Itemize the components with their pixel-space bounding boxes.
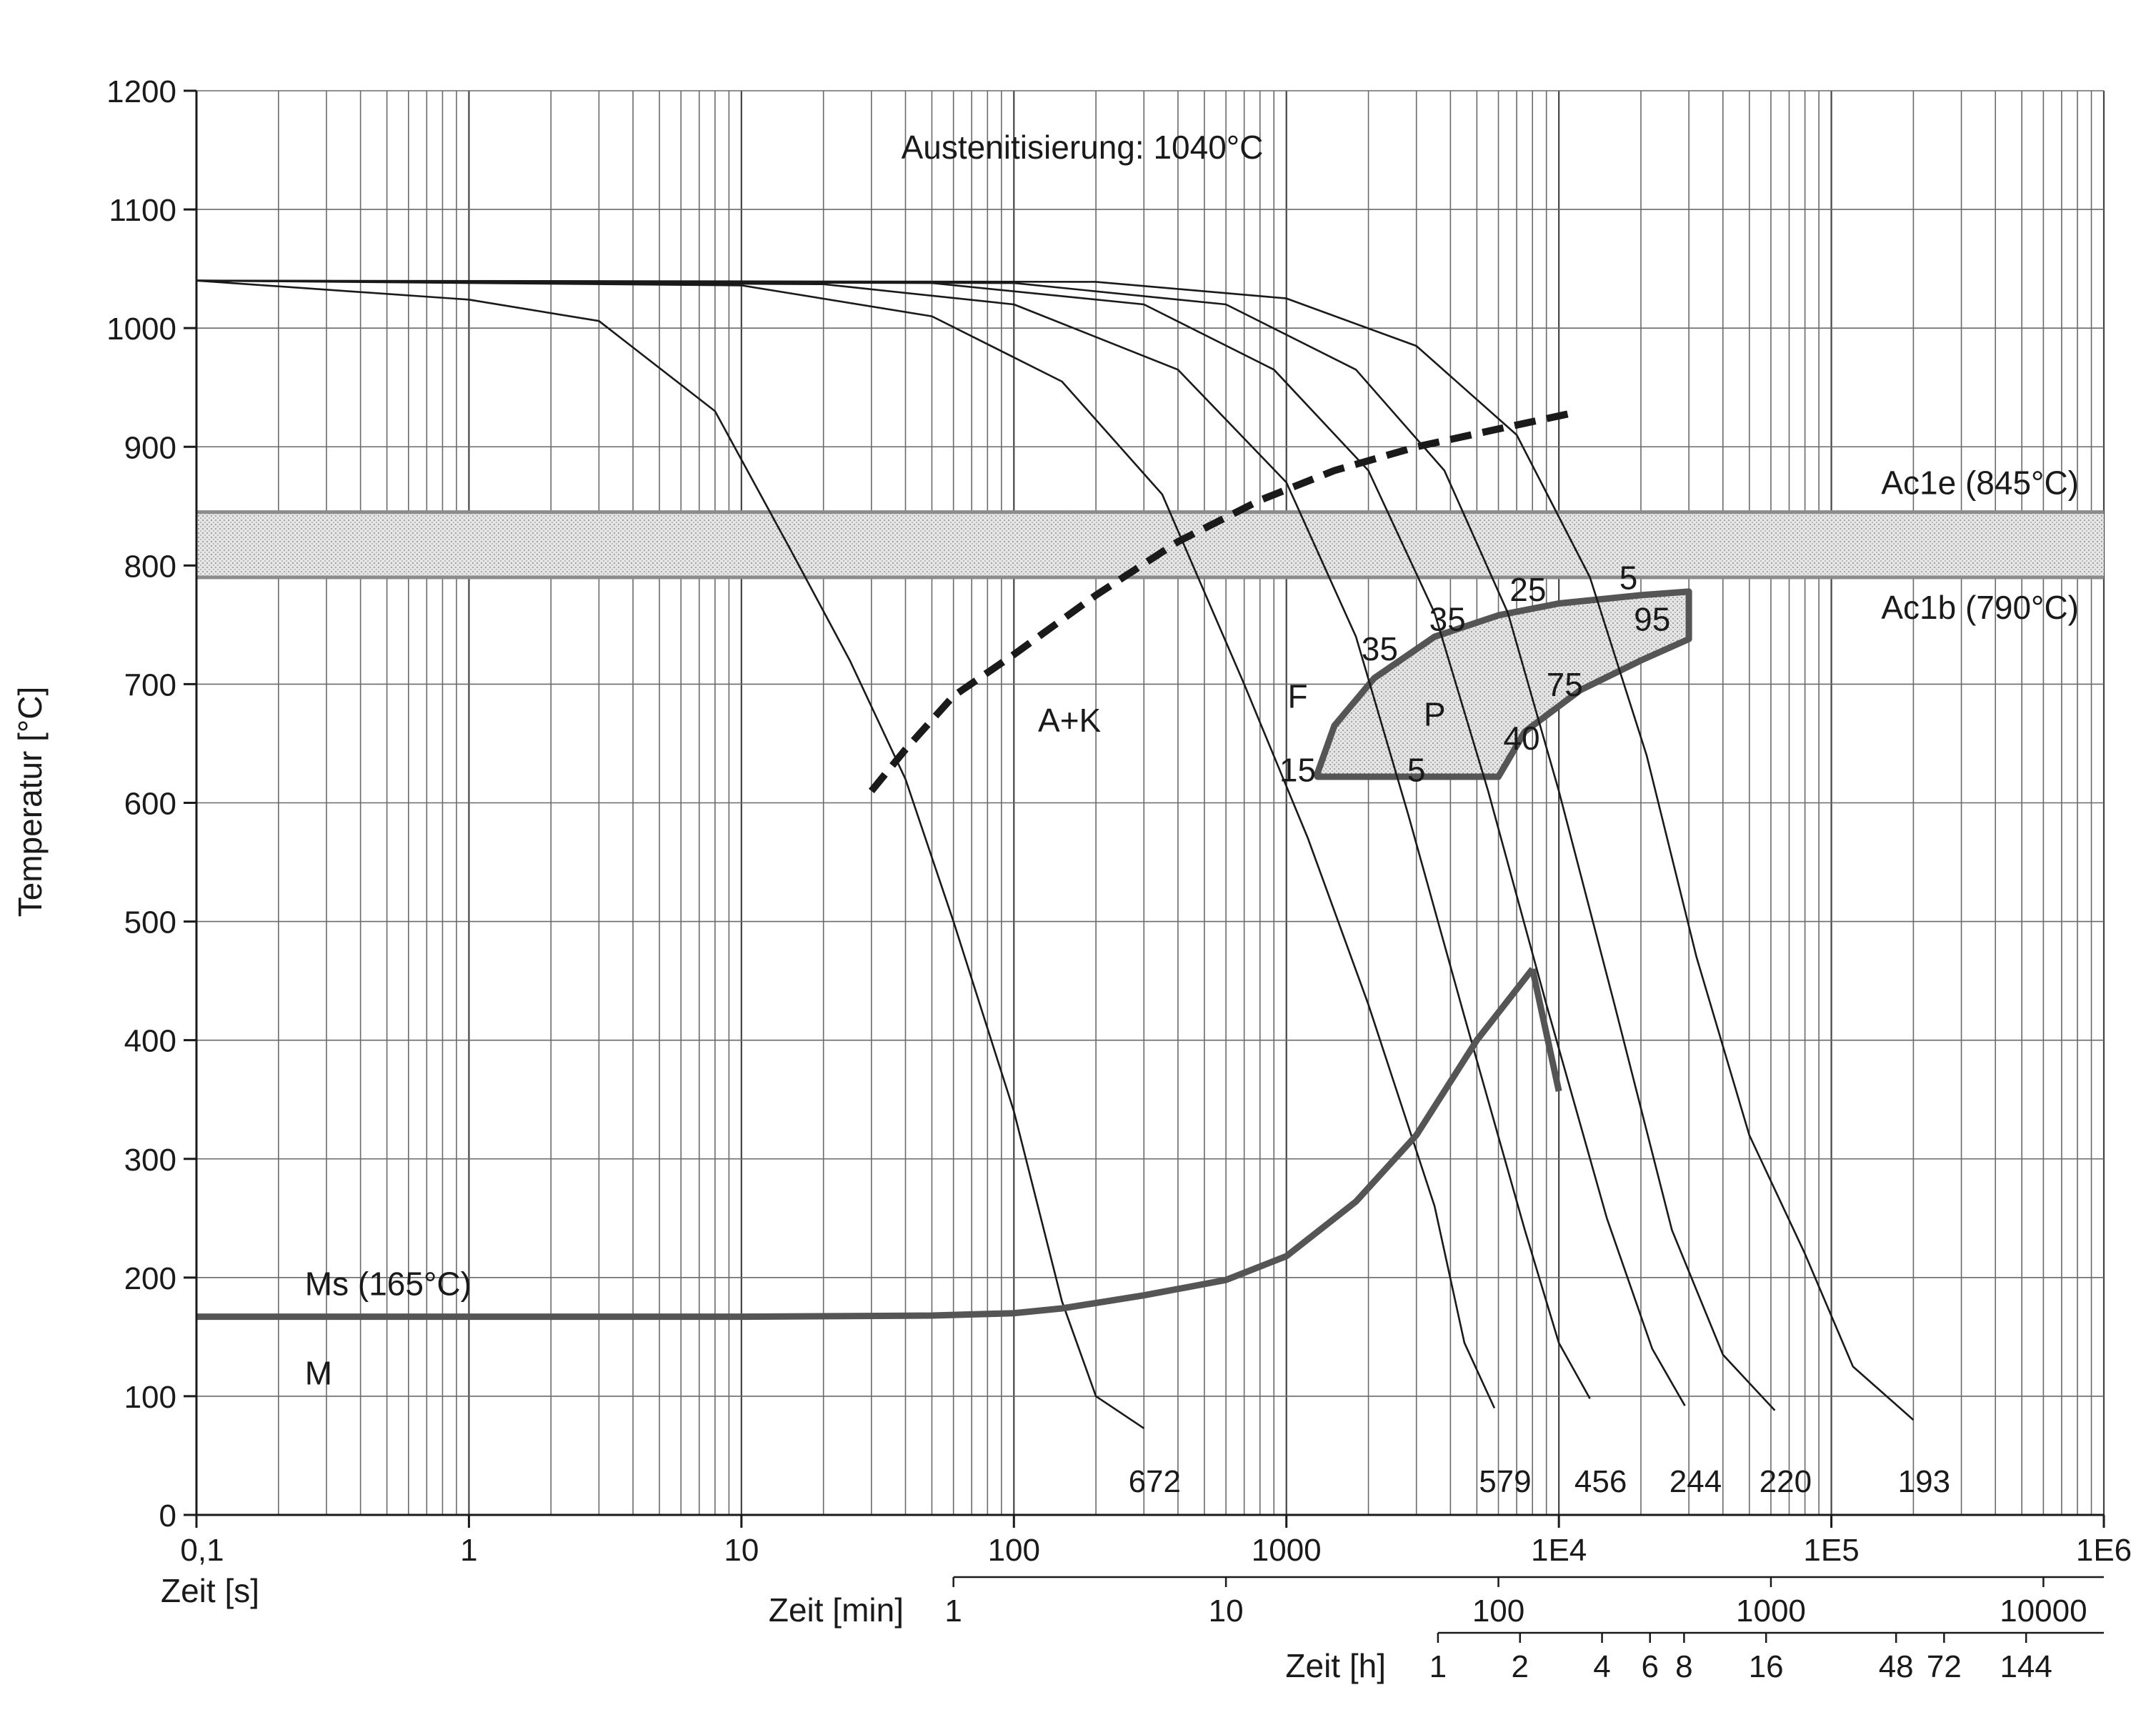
y-tick-label: 200 — [124, 1261, 176, 1296]
grid — [195, 90, 2105, 1516]
x-tick-label-minutes: 10000 — [2000, 1594, 2087, 1629]
x-tick-label-hours: 48 — [1879, 1649, 1914, 1684]
x-tick-label-minutes: 10 — [1209, 1594, 1244, 1629]
y-tick-label: 0 — [159, 1498, 176, 1533]
ms-curve — [196, 967, 1535, 1321]
x-axis-title-seconds: Zeit [s] — [161, 1572, 259, 1609]
cooling-curve — [196, 279, 1915, 1421]
x-tick-label-seconds: 1E4 — [1531, 1533, 1587, 1568]
y-tick-label: 400 — [124, 1024, 176, 1059]
x-tick-label-hours: 8 — [1675, 1649, 1692, 1684]
x-tick-label-hours: 144 — [2000, 1649, 2052, 1684]
chart-title: Austenitisierung: 1040°C — [902, 129, 1264, 166]
y-tick-label: 1100 — [109, 193, 176, 228]
annotation-label: 35 — [1362, 630, 1398, 667]
x-tick-label-seconds: 10 — [724, 1533, 759, 1568]
cooling-rate-label: 244 — [1670, 1464, 1722, 1499]
cooling-curve — [196, 279, 1496, 1409]
y-tick-label: 700 — [124, 667, 176, 702]
ac1-band — [196, 510, 2104, 580]
x-tick-label-seconds: 1000 — [1252, 1533, 1322, 1568]
cooling-curve — [196, 279, 1776, 1411]
x-tick-label-hours: 2 — [1511, 1649, 1528, 1684]
x-tick-label-hours: 72 — [1927, 1649, 1962, 1684]
annotation-label: Ac1e (845°C) — [1881, 464, 2079, 502]
annotation-label: F — [1287, 678, 1307, 715]
x-tick-label-hours: 16 — [1749, 1649, 1784, 1684]
pearlite-region — [1314, 588, 1692, 780]
x-tick-label-seconds: 100 — [988, 1533, 1040, 1568]
cooling-rate-label: 579 — [1479, 1464, 1531, 1499]
annotation-label: M — [305, 1354, 332, 1391]
x-tick-label-seconds: 0,1 — [180, 1533, 224, 1568]
y-tick-label: 100 — [124, 1380, 176, 1415]
cooling-curve — [196, 279, 1145, 1429]
pearlite-region-shape — [1314, 588, 1692, 780]
cooling-rate-label: 193 — [1898, 1464, 1950, 1499]
y-tick-label: 300 — [124, 1143, 176, 1178]
y-tick-label: 500 — [124, 905, 176, 940]
annotation-label: Ac1b (790°C) — [1881, 589, 2079, 626]
y-tick-label: 1200 — [106, 74, 176, 109]
annotation-label: 35 — [1429, 601, 1466, 638]
annotation-label: 5 — [1620, 560, 1638, 597]
cooling-curves — [196, 279, 1915, 1429]
x-axis-title-minutes: Zeit [min] — [769, 1591, 904, 1629]
x-axis-title-hours: Zeit [h] — [1285, 1647, 1386, 1684]
cooling-rate-label: 456 — [1574, 1464, 1627, 1499]
annotation-label: 75 — [1547, 666, 1583, 703]
y-tick-label: 1000 — [106, 312, 176, 347]
axes: 0100200300400500600700800900100011001200… — [106, 74, 2132, 1684]
x-tick-label-minutes: 1 — [944, 1594, 962, 1629]
ac1-band-fill — [196, 512, 2104, 577]
annotations: 672 579 456 244 220 193 Ac1e (845°C) Ac1b (790°… — [305, 464, 2079, 1499]
y-axis-title: Temperatur [°C] — [11, 687, 49, 918]
annotation-label: A+K — [1038, 702, 1102, 739]
cooling-rate-label: 220 — [1760, 1464, 1812, 1499]
ms-curve-end — [1529, 968, 1562, 1093]
annotation-label: 40 — [1503, 720, 1539, 757]
cooling-curve — [196, 279, 1686, 1406]
x-tick-label-hours: 1 — [1429, 1649, 1447, 1684]
x-tick-label-hours: 4 — [1593, 1649, 1610, 1684]
annotation-label: 15 — [1279, 752, 1316, 789]
x-tick-label-seconds: 1E5 — [1803, 1533, 1859, 1568]
y-tick-label: 600 — [124, 787, 176, 822]
y-tick-label: 900 — [124, 430, 176, 465]
y-tick-label: 800 — [124, 549, 176, 584]
cooling-rate-label: 672 — [1129, 1464, 1181, 1499]
cooling-curve — [196, 279, 1591, 1399]
special-curves — [196, 409, 1571, 1321]
annotation-label: P — [1424, 696, 1446, 733]
x-tick-label-seconds: 1E6 — [2076, 1533, 2132, 1568]
annotation-label: 25 — [1509, 571, 1546, 608]
annotation-label: 5 — [1407, 752, 1426, 789]
x-tick-label-minutes: 100 — [1472, 1594, 1524, 1629]
annotation-label: Ms (165°C) — [305, 1266, 471, 1303]
dashed-boundary-curve — [868, 409, 1571, 794]
x-tick-label-hours: 6 — [1641, 1649, 1658, 1684]
x-tick-label-minutes: 1000 — [1736, 1594, 1806, 1629]
annotation-label: 95 — [1634, 601, 1670, 638]
x-tick-label-seconds: 1 — [460, 1533, 477, 1568]
